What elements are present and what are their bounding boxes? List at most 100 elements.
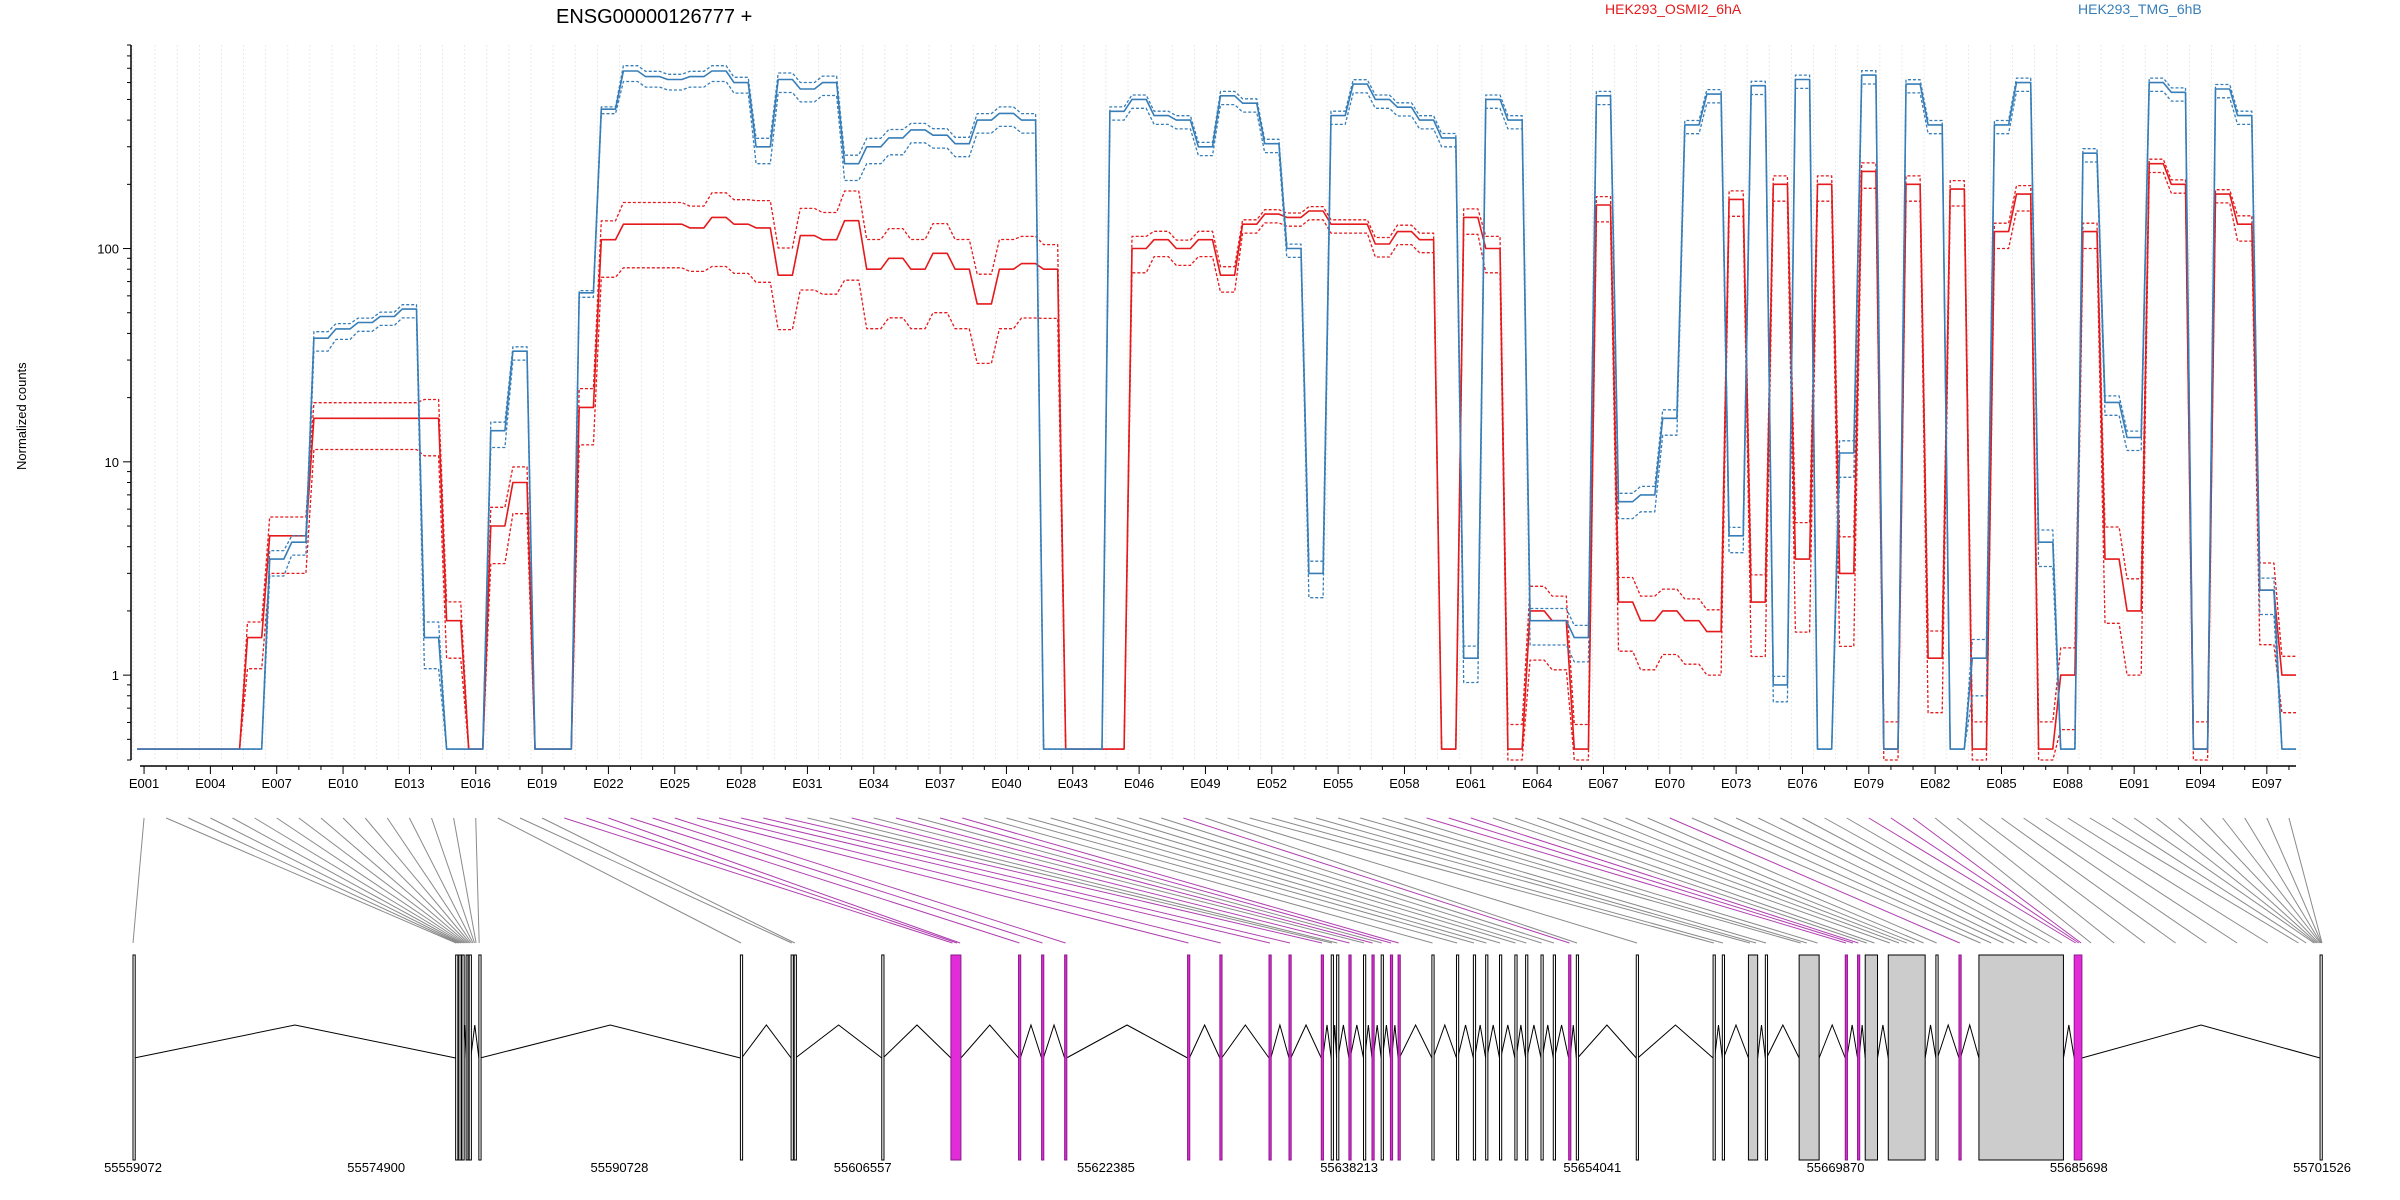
bin-connector xyxy=(188,817,458,944)
exon-highlighted xyxy=(1018,954,1022,1161)
bin-connector xyxy=(939,817,1392,944)
genomic-tick-label: 55559072 xyxy=(104,1160,162,1175)
intron xyxy=(1042,1023,1066,1059)
intron xyxy=(1924,1024,1937,1059)
bin-connector xyxy=(807,817,1333,944)
bin-connector xyxy=(541,817,796,944)
exon xyxy=(1472,954,1477,1161)
intron xyxy=(1486,1024,1500,1059)
x-tick-label: E004 xyxy=(195,776,225,791)
bin-connector xyxy=(895,817,1373,944)
x-tick-label: E049 xyxy=(1190,776,1220,791)
y-tick-label: 1 xyxy=(112,668,119,683)
x-tick-label: E031 xyxy=(792,776,822,791)
bin-connector xyxy=(2244,817,2322,944)
bin-connector xyxy=(2200,817,2319,944)
exon xyxy=(1455,954,1460,1161)
bin-connector xyxy=(1382,817,1807,944)
exon xyxy=(1575,954,1580,1161)
bin-connector xyxy=(1625,817,1924,944)
bin-connector xyxy=(1559,817,1900,944)
exon xyxy=(790,954,794,1161)
exon xyxy=(132,954,136,1161)
intron xyxy=(1818,1023,1846,1059)
bin-connector xyxy=(608,817,961,944)
x-tick-label: E064 xyxy=(1522,776,1552,791)
bin-connector xyxy=(1758,817,2015,944)
intron xyxy=(1877,1024,1889,1059)
genomic-tick-label: 55685698 xyxy=(2050,1160,2108,1175)
intron xyxy=(1515,1024,1527,1059)
exon xyxy=(1864,954,1879,1161)
exon xyxy=(1330,954,1334,1161)
x-tick-label: E061 xyxy=(1456,776,1486,791)
exon xyxy=(739,954,744,1161)
exon xyxy=(1540,954,1544,1161)
x-tick-label: E046 xyxy=(1124,776,1154,791)
intron xyxy=(1757,1024,1766,1059)
intron xyxy=(1270,1023,1290,1059)
exon xyxy=(1721,954,1726,1161)
intron xyxy=(1290,1023,1322,1059)
bin-connector xyxy=(276,817,465,944)
bin-connector xyxy=(453,817,477,944)
genomic-tick-label: 55638213 xyxy=(1320,1160,1378,1175)
genomic-tick-label: 55701526 xyxy=(2293,1160,2351,1175)
bin-connector xyxy=(254,817,463,944)
x-tick-label: E073 xyxy=(1721,776,1751,791)
intron xyxy=(1723,1023,1749,1059)
bin-connector xyxy=(1492,817,1867,944)
bin-connector xyxy=(1205,817,1578,944)
bin-connector xyxy=(132,817,145,944)
bin-connector xyxy=(1426,817,1847,944)
x-tick-label: E085 xyxy=(1986,776,2016,791)
x-tick-label: E082 xyxy=(1920,776,1950,791)
intron xyxy=(1398,1023,1433,1059)
x-tick-label: E001 xyxy=(129,776,159,791)
bin-connector xyxy=(1647,817,1937,944)
exon xyxy=(478,954,482,1161)
bin-connector xyxy=(1890,817,2080,944)
intron xyxy=(795,1024,883,1059)
x-tick-label: E091 xyxy=(2119,776,2149,791)
bin-connector xyxy=(1780,817,2027,944)
bin-connector xyxy=(408,817,474,944)
bin-connector xyxy=(1470,817,1859,944)
bin-connector xyxy=(674,817,1066,944)
bin-connector xyxy=(564,817,953,944)
series-line xyxy=(137,162,2296,750)
genomic-tick-label: 55574900 xyxy=(347,1160,405,1175)
bin-connector xyxy=(763,817,1291,944)
bin-connector xyxy=(1956,817,2115,944)
bin-connector xyxy=(298,817,466,944)
bin-connector xyxy=(586,817,958,944)
bin-connector xyxy=(2023,817,2207,944)
exon xyxy=(1499,954,1503,1161)
genomic-tick-label: 55606557 xyxy=(834,1160,892,1175)
exon-highlighted xyxy=(1320,954,1324,1161)
intron xyxy=(1714,1024,1723,1059)
exon-highlighted xyxy=(1958,954,1962,1161)
x-tick-label: E067 xyxy=(1588,776,1618,791)
bin-connector xyxy=(1691,817,1981,944)
bin-connector xyxy=(696,817,1189,944)
exon xyxy=(1363,954,1367,1161)
bin-connector xyxy=(1868,817,2076,944)
intron xyxy=(960,1024,1019,1059)
exon-highlighted xyxy=(2073,954,2083,1161)
bin-connector xyxy=(1227,817,1638,944)
x-tick-label: E058 xyxy=(1389,776,1419,791)
x-tick-label: E037 xyxy=(925,776,955,791)
bin-connector xyxy=(829,817,1338,944)
exon xyxy=(881,954,885,1161)
exon xyxy=(1747,954,1759,1161)
bin-connector xyxy=(342,817,469,944)
x-tick-label: E055 xyxy=(1323,776,1353,791)
exon-highlighted xyxy=(1348,954,1352,1161)
genomic-tick-label: 55669870 xyxy=(1807,1160,1865,1175)
intron xyxy=(1846,1024,1859,1059)
bin-connector xyxy=(1536,817,1890,944)
intron xyxy=(1019,1023,1043,1059)
x-tick-label: E040 xyxy=(991,776,1021,791)
